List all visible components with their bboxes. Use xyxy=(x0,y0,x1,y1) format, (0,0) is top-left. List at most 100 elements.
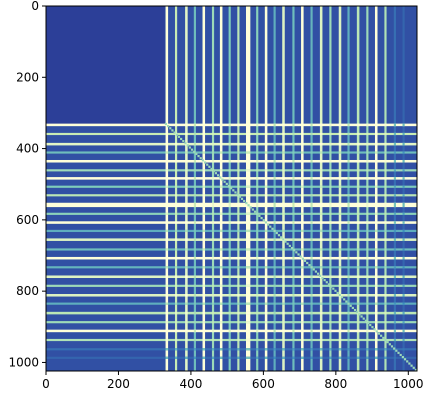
heatmap-intersection-cell xyxy=(393,256,396,260)
heatmap-intersection-cell xyxy=(237,238,240,241)
heatmap-intersection-cell xyxy=(329,338,332,342)
heatmap-intersection-cell xyxy=(366,356,369,359)
heatmap-intersection-cell xyxy=(174,248,178,251)
heatmap-diagonal-cell xyxy=(367,321,370,324)
heatmap-intersection-cell xyxy=(282,221,285,224)
heatmap-intersection-cell xyxy=(338,356,342,359)
heatmap-intersection-cell xyxy=(292,151,295,154)
heatmap-diagonal-cell xyxy=(314,270,318,273)
heatmap-intersection-cell xyxy=(292,229,295,233)
heatmap-intersection-cell xyxy=(366,159,369,163)
heatmap-intersection-cell xyxy=(374,169,378,172)
heatmap-intersection-cell xyxy=(366,338,369,342)
heatmap-intersection-cell xyxy=(282,159,285,163)
heatmap-intersection-cell xyxy=(338,151,342,154)
heatmap-intersection-cell xyxy=(219,123,223,127)
heatmap-diagonal-cell xyxy=(321,276,324,280)
heatmap-intersection-cell xyxy=(174,329,178,333)
heatmap-intersection-cell xyxy=(292,329,295,333)
heatmap-intersection-cell xyxy=(174,348,178,351)
heatmap-intersection-cell xyxy=(228,132,231,136)
heatmap-intersection-cell xyxy=(165,302,169,305)
heatmap-intersection-cell xyxy=(264,356,268,359)
heatmap-intersection-cell xyxy=(264,159,268,163)
heatmap-diagonal-cell xyxy=(184,142,187,145)
heatmap-intersection-cell xyxy=(347,356,350,359)
heatmap-intersection-cell xyxy=(282,248,285,251)
heatmap-intersection-cell xyxy=(292,159,295,163)
heatmap-intersection-cell xyxy=(319,229,323,233)
heatmap-intersection-cell xyxy=(185,311,188,315)
heatmap-diagonal-cell xyxy=(208,165,211,168)
heatmap-intersection-cell xyxy=(219,284,223,287)
heatmap-intersection-cell xyxy=(374,302,378,305)
heatmap-intersection-cell xyxy=(228,177,231,180)
heatmap-intersection-cell xyxy=(347,212,350,215)
heatmap-intersection-cell xyxy=(228,266,231,269)
heatmap-intersection-cell xyxy=(202,185,206,188)
heatmap-intersection-cell xyxy=(402,329,405,333)
heatmap-row-line xyxy=(46,266,417,269)
heatmap-intersection-cell xyxy=(185,266,188,269)
heatmap-intersection-cell xyxy=(165,212,169,215)
heatmap-intersection-cell xyxy=(292,221,295,224)
heatmap-intersection-cell xyxy=(211,123,215,127)
heatmap-intersection-cell xyxy=(301,294,304,297)
heatmap-intersection-cell xyxy=(245,151,251,154)
heatmap-intersection-cell xyxy=(329,275,332,279)
heatmap-diagonal-cell xyxy=(271,227,274,230)
heatmap-diagonal-cell xyxy=(371,326,374,329)
heatmap-intersection-cell xyxy=(165,256,169,260)
heatmap-intersection-cell xyxy=(193,329,196,333)
heatmap-intersection-cell xyxy=(185,329,188,333)
heatmap-intersection-cell xyxy=(245,256,251,260)
heatmap-intersection-cell xyxy=(347,311,350,315)
heatmap-intersection-cell xyxy=(282,329,285,333)
heatmap-diagonal-cell xyxy=(330,285,333,288)
heatmap-intersection-cell xyxy=(301,321,304,324)
heatmap-intersection-cell xyxy=(393,356,396,359)
heatmap-intersection-cell xyxy=(174,256,178,260)
heatmap-intersection-cell xyxy=(219,169,223,172)
heatmap-diagonal-cell xyxy=(373,328,376,331)
heatmap-intersection-cell xyxy=(374,185,378,188)
heatmap-intersection-cell xyxy=(402,275,405,279)
heatmap-intersection-cell xyxy=(193,132,196,136)
heatmap-diagonal-cell xyxy=(245,202,248,205)
heatmap-intersection-cell xyxy=(211,229,215,233)
heatmap-intersection-cell xyxy=(329,329,332,333)
heatmap-intersection-cell xyxy=(402,284,405,287)
heatmap-column-line xyxy=(384,6,387,371)
heatmap-column-line xyxy=(374,6,378,371)
heatmap-intersection-cell xyxy=(165,284,169,287)
heatmap-intersection-cell xyxy=(273,248,276,251)
heatmap-intersection-cell xyxy=(393,221,396,224)
heatmap-intersection-cell xyxy=(310,229,313,233)
heatmap-intersection-cell xyxy=(301,202,304,208)
heatmap-diagonal-cell xyxy=(353,308,357,312)
heatmap-diagonal-cell xyxy=(410,364,413,367)
heatmap-intersection-cell xyxy=(219,212,223,215)
heatmap-intersection-cell xyxy=(219,142,223,146)
heatmap-intersection-cell xyxy=(347,256,350,260)
heatmap-intersection-cell xyxy=(174,338,178,342)
heatmap-intersection-cell xyxy=(245,132,251,136)
heatmap-intersection-cell xyxy=(165,177,169,180)
heatmap-intersection-cell xyxy=(366,169,369,172)
y-tick-label: 0 xyxy=(31,0,39,13)
heatmap-diagonal-cell xyxy=(310,266,313,269)
heatmap-intersection-cell xyxy=(366,348,369,351)
heatmap-intersection-cell xyxy=(264,132,268,136)
heatmap-intersection-cell xyxy=(256,275,259,279)
heatmap-intersection-cell xyxy=(384,185,387,188)
heatmap-intersection-cell xyxy=(256,266,259,269)
heatmap-intersection-cell xyxy=(347,329,350,333)
heatmap-intersection-cell xyxy=(256,321,259,324)
heatmap-intersection-cell xyxy=(237,348,240,351)
heatmap-intersection-cell xyxy=(237,294,240,297)
heatmap-intersection-cell xyxy=(185,202,188,208)
heatmap-intersection-cell xyxy=(245,302,251,305)
heatmap-intersection-cell xyxy=(301,348,304,351)
heatmap-intersection-cell xyxy=(292,185,295,188)
